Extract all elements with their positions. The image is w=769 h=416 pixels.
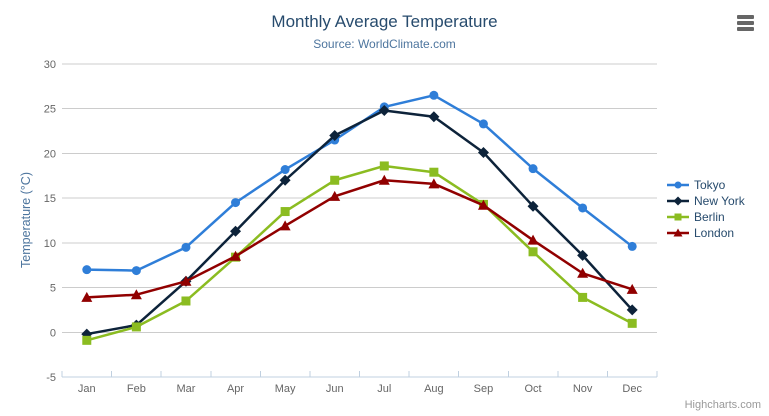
x-axis-tick-label: May	[275, 383, 296, 395]
data-point[interactable]	[230, 250, 242, 261]
data-point[interactable]	[279, 220, 291, 231]
data-point[interactable]	[329, 190, 341, 201]
data-point[interactable]	[379, 161, 389, 171]
data-point[interactable]	[477, 147, 489, 159]
data-point[interactable]	[528, 164, 538, 174]
diamond-legend-icon	[667, 196, 689, 206]
legend-label: Berlin	[694, 210, 725, 224]
data-point[interactable]	[81, 291, 93, 302]
legend-item-london[interactable]: London	[667, 225, 745, 241]
context-menu-button[interactable]	[736, 13, 756, 33]
series-line	[85, 109, 634, 336]
data-point[interactable]	[478, 119, 488, 129]
data-point[interactable]	[626, 304, 638, 316]
legend-label: Tokyo	[694, 178, 726, 192]
hamburger-icon	[737, 21, 754, 25]
data-point[interactable]	[627, 318, 637, 328]
hamburger-icon	[737, 15, 754, 19]
data-point[interactable]	[626, 283, 638, 294]
legend: Tokyo New York Berlin London	[667, 177, 745, 241]
data-point[interactable]	[131, 322, 141, 332]
x-axis-tick-label: Oct	[524, 383, 541, 395]
data-point[interactable]	[429, 90, 439, 100]
data-point[interactable]	[429, 167, 439, 177]
data-point[interactable]	[428, 111, 440, 123]
circle-legend-icon	[667, 181, 689, 189]
square-legend-icon	[667, 213, 689, 221]
data-point[interactable]	[528, 247, 538, 257]
data-point[interactable]	[82, 265, 92, 275]
y-axis-tick-label: 0	[50, 327, 56, 339]
y-axis-tick-label: 10	[44, 238, 56, 250]
data-point[interactable]	[329, 130, 341, 142]
data-point[interactable]	[181, 242, 191, 252]
data-point[interactable]	[378, 174, 390, 185]
triangle-legend-icon	[667, 228, 689, 237]
chart-subtitle: Source: WorldClimate.com	[313, 37, 456, 51]
y-axis-tick-label: 25	[44, 104, 56, 116]
x-axis-tick-label: Jan	[78, 383, 96, 395]
data-point[interactable]	[578, 203, 588, 213]
data-point[interactable]	[279, 174, 291, 186]
data-point[interactable]	[674, 213, 682, 221]
data-point[interactable]	[180, 275, 192, 286]
y-axis-title: Temperature (°C)	[19, 172, 33, 268]
series-tokyo[interactable]	[82, 90, 637, 276]
data-point[interactable]	[673, 228, 683, 237]
data-point[interactable]	[330, 175, 340, 185]
data-point[interactable]	[230, 225, 242, 237]
x-axis-tick-label: Aug	[424, 383, 444, 395]
data-point[interactable]	[673, 196, 683, 206]
x-axis-tick-label: Mar	[176, 383, 195, 395]
legend-item-new-york[interactable]: New York	[667, 193, 745, 209]
y-axis-tick-label: 5	[50, 283, 56, 295]
legend-label: London	[694, 226, 735, 240]
data-point[interactable]	[577, 249, 589, 261]
x-axis-tick-label: Sep	[474, 383, 494, 395]
data-point[interactable]	[280, 165, 290, 175]
data-point[interactable]	[280, 207, 290, 217]
x-axis-tick-label: Jun	[326, 383, 344, 395]
series-line	[85, 179, 634, 299]
y-axis-tick-label: 30	[44, 59, 56, 71]
y-axis-tick-label: -5	[46, 372, 56, 384]
y-axis-tick-label: 15	[44, 193, 56, 205]
x-axis-tick-label: Jul	[377, 383, 391, 395]
x-axis-tick-label: Nov	[573, 383, 593, 395]
data-point[interactable]	[82, 335, 92, 345]
series-line	[85, 164, 634, 342]
data-point[interactable]	[131, 266, 141, 276]
series-new-york[interactable]	[81, 105, 638, 340]
data-point[interactable]	[181, 296, 191, 306]
y-axis-tick-label: 20	[44, 148, 56, 160]
data-point[interactable]	[130, 289, 142, 300]
data-point[interactable]	[428, 178, 440, 189]
data-point[interactable]	[231, 198, 241, 208]
chart-title: Monthly Average Temperature	[271, 12, 498, 31]
series-london[interactable]	[81, 174, 638, 302]
data-point[interactable]	[674, 181, 682, 189]
data-point[interactable]	[527, 200, 539, 212]
data-point[interactable]	[378, 105, 390, 117]
x-axis-tick-label: Apr	[227, 383, 244, 395]
x-axis-tick-label: Feb	[127, 383, 146, 395]
data-point[interactable]	[527, 234, 539, 245]
x-axis-tick-label: Dec	[622, 383, 642, 395]
data-point[interactable]	[578, 292, 588, 302]
hamburger-icon	[737, 27, 754, 31]
legend-item-berlin[interactable]: Berlin	[667, 209, 745, 225]
series-line	[85, 94, 634, 272]
legend-item-tokyo[interactable]: Tokyo	[667, 177, 745, 193]
data-point[interactable]	[627, 241, 637, 251]
legend-label: New York	[694, 194, 745, 208]
data-point[interactable]	[477, 199, 489, 210]
credits-link[interactable]: Highcharts.com	[684, 399, 761, 411]
data-point[interactable]	[577, 267, 589, 278]
